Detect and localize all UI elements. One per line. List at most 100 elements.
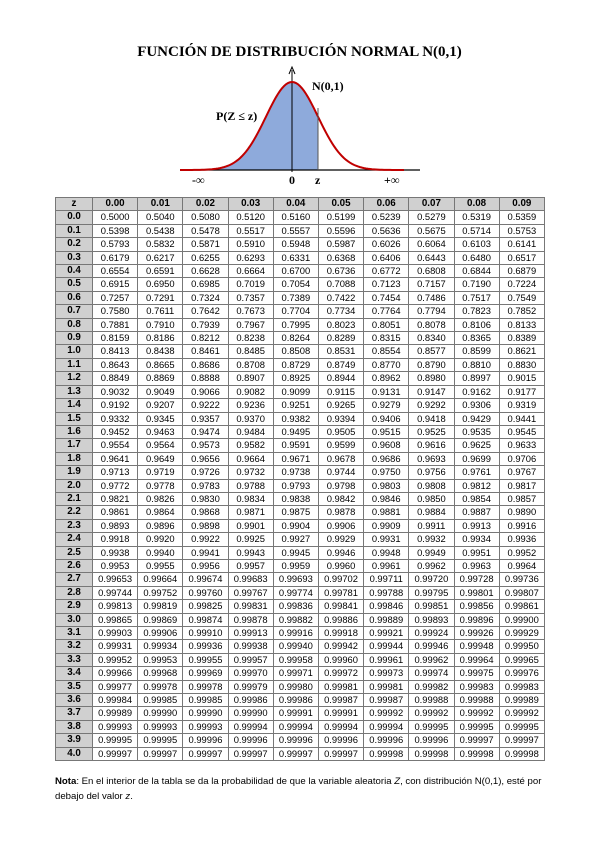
probability-cell: 0.5279 — [408, 210, 455, 225]
probability-cell: 0.9719 — [137, 465, 184, 480]
table-row: 3.5 0.99977 0.99978 0.99978 0.99979 0.99980 0.… — [55, 679, 546, 695]
probability-cell: 0.99801 — [453, 585, 500, 601]
probability-cell: 0.9936 — [498, 532, 546, 547]
probability-cell: 0.8665 — [137, 357, 184, 373]
probability-cell: 0.5517 — [227, 223, 274, 239]
table-row: 2.4 0.9918 0.9920 0.9922 0.9925 0.9927 0.9929 0… — [55, 532, 546, 547]
row-header: 1.1 — [55, 357, 93, 373]
probability-cell: 0.8554 — [363, 344, 410, 359]
probability-cell: 0.9901 — [227, 518, 274, 534]
note-label: Nota — [55, 776, 77, 787]
probability-cell: 0.9911 — [408, 518, 455, 534]
probability-cell: 0.9961 — [363, 558, 410, 574]
probability-cell: 0.7852 — [498, 304, 546, 319]
probability-cell: 0.7517 — [453, 290, 500, 306]
probability-cell: 0.9846 — [363, 491, 410, 507]
probability-cell: 0.5714 — [453, 223, 500, 239]
probability-cell: 0.9864 — [137, 505, 184, 520]
probability-cell: 0.6141 — [498, 237, 546, 252]
probability-cell: 0.99913 — [227, 625, 274, 641]
probability-cell: 0.8051 — [363, 317, 410, 333]
probability-cell: 0.7422 — [317, 290, 365, 306]
probability-cell: 0.6628 — [182, 264, 229, 279]
probability-cell: 0.9943 — [227, 545, 274, 560]
probability-cell: 0.6103 — [453, 237, 500, 252]
probability-cell: 0.9515 — [363, 424, 410, 440]
probability-cell: 0.9920 — [137, 532, 184, 547]
probability-cell: 0.5398 — [91, 223, 139, 239]
probability-cell: 0.8413 — [91, 344, 139, 359]
probability-cell: 0.8980 — [408, 371, 455, 386]
probability-cell: 0.99981 — [317, 679, 365, 695]
probability-cell: 0.99693 — [272, 572, 319, 587]
probability-cell: 0.9931 — [363, 532, 410, 547]
table-row: 3.7 0.99989 0.99990 0.99990 0.99990 0.99991 0.… — [55, 706, 546, 721]
probability-cell: 0.99964 — [453, 652, 500, 668]
probability-cell: 0.9306 — [453, 398, 500, 413]
probability-cell: 0.99994 — [272, 719, 319, 735]
table-row: 3.6 0.99984 0.99985 0.99985 0.99986 0.99986 0.… — [55, 693, 546, 708]
probability-cell: 0.5080 — [182, 210, 229, 225]
probability-cell: 0.8729 — [272, 357, 319, 373]
probability-cell: 0.8770 — [363, 357, 410, 373]
probability-cell: 0.9608 — [363, 438, 410, 453]
column-header: 0.03 — [227, 196, 274, 212]
probability-cell: 0.99980 — [272, 679, 319, 695]
probability-cell: 0.8264 — [272, 331, 319, 346]
probability-cell: 0.8577 — [408, 344, 455, 359]
probability-cell: 0.9535 — [453, 424, 500, 440]
probability-cell: 0.9616 — [408, 438, 455, 453]
probability-cell: 0.5753 — [498, 223, 546, 239]
probability-cell: 0.99924 — [408, 625, 455, 641]
probability-cell: 0.99728 — [453, 572, 500, 587]
probability-cell: 0.8106 — [453, 317, 500, 333]
probability-cell: 0.9925 — [227, 532, 274, 547]
probability-cell: 0.6255 — [182, 250, 229, 266]
table-row: 0.4 0.6554 0.6591 0.6628 0.6664 0.6700 0.6736 0… — [55, 264, 546, 279]
note-text: : En el interior de la tabla se da la pr… — [76, 776, 395, 787]
probability-cell: 0.9599 — [317, 438, 365, 453]
probability-cell: 0.9726 — [182, 465, 229, 480]
probability-cell: 0.8461 — [182, 344, 229, 359]
table-row: 2.3 0.9893 0.9896 0.9898 0.9901 0.9904 0.9906 0… — [55, 518, 546, 534]
note-text: , con distribución N(0,1), esté por deba… — [55, 776, 542, 802]
probability-cell: 0.8944 — [317, 371, 365, 386]
probability-cell: 0.5438 — [137, 223, 184, 239]
probability-cell: 0.5199 — [317, 210, 365, 225]
probability-cell: 0.99795 — [408, 585, 455, 601]
probability-cell: 0.7054 — [272, 277, 319, 292]
probability-cell: 0.99971 — [272, 666, 319, 681]
probability-cell: 0.9713 — [91, 465, 139, 480]
probability-cell: 0.8289 — [317, 331, 365, 346]
table-body: 0.0 0.5000 0.5040 0.5080 0.5120 0.5160 0.5199 0… — [55, 210, 546, 762]
probability-cell: 0.7764 — [363, 304, 410, 319]
table-row: 2.1 0.9821 0.9826 0.9830 0.9834 0.9838 0.9842 0… — [55, 491, 546, 507]
row-header: 2.5 — [55, 545, 93, 560]
probability-cell: 0.7611 — [137, 304, 184, 319]
probability-cell: 0.99985 — [182, 693, 229, 708]
probability-cell: 0.6217 — [137, 250, 184, 266]
column-header: 0.06 — [363, 196, 410, 212]
probability-cell: 0.8531 — [317, 344, 365, 359]
probability-cell: 0.9495 — [272, 424, 319, 440]
table-row: 3.3 0.99952 0.99953 0.99955 0.99957 0.99958 0.… — [55, 652, 546, 668]
probability-cell: 0.99993 — [91, 719, 139, 735]
probability-cell: 0.6808 — [408, 264, 455, 279]
probability-cell: 0.9949 — [408, 545, 455, 560]
probability-cell: 0.8686 — [182, 357, 229, 373]
probability-cell: 0.99869 — [137, 612, 184, 628]
probability-cell: 0.8212 — [182, 331, 229, 346]
column-header: 0.09 — [498, 196, 546, 212]
probability-cell: 0.8849 — [91, 371, 139, 386]
probability-cell: 0.9066 — [182, 384, 229, 400]
probability-cell: 0.9484 — [227, 424, 274, 440]
probability-cell: 0.99997 — [227, 746, 274, 762]
probability-cell: 0.9633 — [498, 438, 546, 453]
probability-cell: 0.8485 — [227, 344, 274, 359]
probability-cell: 0.9418 — [408, 411, 455, 426]
probability-cell: 0.9382 — [272, 411, 319, 426]
probability-cell: 0.8708 — [227, 357, 274, 373]
probability-cell: 0.9678 — [317, 451, 365, 467]
table-row: 2.0 0.9772 0.9778 0.9783 0.9788 0.9793 0.9798 0… — [55, 478, 546, 493]
header-row: z 0.00 0.01 0.02 0.03 0.04 0.05 0.06 0.07 0.08 0.0… — [55, 196, 546, 212]
